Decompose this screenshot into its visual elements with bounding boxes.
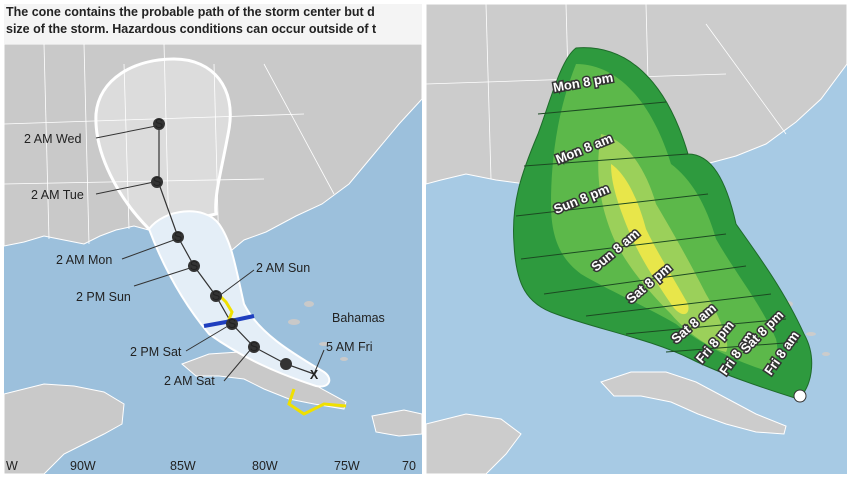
svg-text:S: S — [190, 259, 198, 273]
label-2am-tue: 2 AM Tue — [31, 188, 84, 202]
storm-origin-dot — [793, 389, 807, 403]
track-symbol-wed: S — [153, 117, 165, 131]
track-symbol-sat-pm: S — [226, 317, 238, 331]
banner-line-1: The cone contains the probable path of t… — [6, 5, 375, 19]
cone-disclaimer-banner: The cone contains the probable path of t… — [4, 4, 422, 44]
longitude-axis: W 90W 85W 80W 75W 70 — [6, 459, 416, 473]
svg-text:S: S — [212, 289, 220, 303]
forecast-cone-map: S S S S S S S X 2 AM Wed 2 AM Tue 2 AM M… — [4, 4, 422, 474]
label-2pm-sun: 2 PM Sun — [76, 290, 131, 304]
track-symbol-sun-pm: S — [188, 259, 200, 273]
arrival-map-svg: Mon 8 pm Mon 8 am Sun 8 pm Sun 8 am Sat … — [426, 4, 847, 474]
lon-label-90w: 90W — [70, 459, 96, 473]
yucatan — [426, 413, 522, 474]
warning-blue-keys — [203, 314, 255, 328]
lon-label-85w: 85W — [170, 459, 196, 473]
warning-yellow-cuba — [287, 388, 347, 416]
track-symbol-tue: S — [151, 175, 163, 189]
track-symbol-sat-am-2 — [280, 358, 292, 370]
state-borders — [4, 43, 335, 255]
track-symbol-sat-am: S — [248, 340, 260, 354]
cone-outer-outline — [94, 57, 232, 231]
lon-label-0: W — [6, 459, 18, 473]
label-bahamas: Bahamas — [332, 311, 385, 325]
track-symbol-fri: X — [310, 368, 319, 382]
label-2pm-sat: 2 PM Sat — [130, 345, 182, 359]
svg-text:S: S — [153, 175, 161, 189]
label-2am-wed: 2 AM Wed — [24, 132, 81, 146]
isochrone-lines — [515, 101, 799, 353]
track-symbol-sun-am: S — [210, 289, 222, 303]
cone-map-svg: S S S S S S S X 2 AM Wed 2 AM Tue 2 AM M… — [4, 4, 422, 474]
svg-text:S: S — [155, 117, 163, 131]
track-symbols: S S S S S S S X — [151, 117, 319, 382]
svg-text:S: S — [250, 340, 258, 354]
yucatan — [4, 383, 125, 474]
cuba — [600, 371, 787, 435]
banner-line-2: size of the storm. Hazardous conditions … — [6, 22, 377, 36]
leader-lines — [95, 125, 325, 382]
track-labels: 2 AM Wed 2 AM Tue 2 AM Mon 2 PM Sun 2 AM… — [24, 132, 385, 388]
hispaniola — [371, 409, 422, 437]
lon-label-80w: 80W — [252, 459, 278, 473]
track-symbol-mon: S — [172, 230, 184, 244]
label-5am-fri: 5 AM Fri — [326, 340, 373, 354]
lon-label-70: 70 — [402, 459, 416, 473]
arrival-time-map: Mon 8 pm Mon 8 am Sun 8 pm Sun 8 am Sat … — [426, 4, 847, 474]
lon-label-75w: 75W — [334, 459, 360, 473]
bahamas-islands — [288, 301, 348, 361]
svg-text:S: S — [174, 230, 182, 244]
svg-text:S: S — [228, 317, 236, 331]
cone-inner — [147, 210, 331, 388]
label-2am-sun: 2 AM Sun — [256, 261, 310, 275]
label-2am-mon: 2 AM Mon — [56, 253, 112, 267]
label-2am-sat: 2 AM Sat — [164, 374, 215, 388]
